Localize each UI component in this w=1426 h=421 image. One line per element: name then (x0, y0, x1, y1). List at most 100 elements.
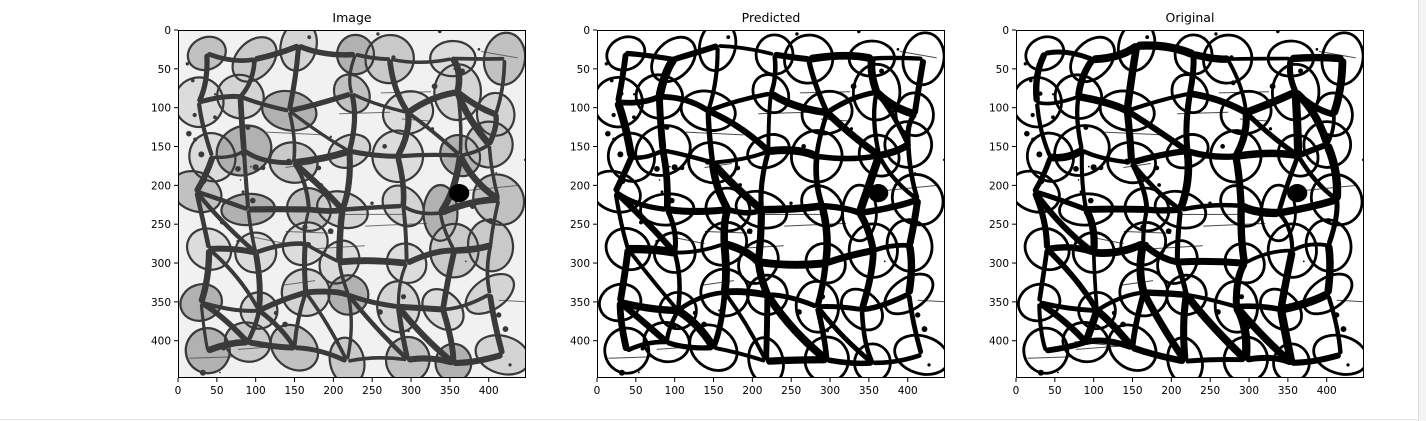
grain-boundary (401, 206, 409, 262)
grain-boundary (1290, 352, 1341, 366)
scratch (1318, 50, 1356, 59)
grain-boundary (1034, 192, 1094, 254)
grain-boundary (905, 243, 916, 295)
grain-boundary (301, 243, 309, 293)
axes-frame (597, 30, 945, 378)
grain-outline (327, 274, 370, 316)
scratch (704, 231, 753, 234)
grain-boundary (1036, 95, 1078, 106)
grain-boundary (198, 93, 242, 105)
grain-boundary (1191, 51, 1231, 63)
y-tick-label: 350 (570, 297, 590, 309)
grain-boundary (441, 309, 457, 364)
grain-boundary (347, 93, 358, 151)
y-tick-label: 400 (989, 336, 1009, 348)
scratch (480, 50, 518, 59)
speck (487, 218, 493, 224)
grain-outline (1270, 62, 1321, 122)
grain-outline (1053, 124, 1111, 177)
speck (235, 166, 241, 172)
grain-outline (883, 120, 934, 169)
grain-boundary (710, 160, 763, 212)
grain-boundary (338, 257, 407, 267)
grain-boundary (1297, 156, 1337, 201)
speck (849, 127, 854, 131)
speck (1229, 55, 1234, 60)
speck (508, 363, 512, 367)
speck (319, 183, 323, 187)
speck (453, 68, 456, 70)
grain-outline (658, 290, 698, 331)
grain-boundary (194, 192, 211, 249)
y-tick-label: 0 (583, 25, 590, 37)
scratch (758, 111, 810, 115)
speck (305, 241, 312, 248)
speck (1090, 164, 1097, 171)
grain-boundary (1330, 57, 1347, 116)
grain-outline (853, 342, 892, 378)
x-tick-label: 0 (1013, 385, 1020, 397)
grain-boundary (859, 310, 874, 364)
grain-boundary (666, 206, 729, 215)
speck (1291, 68, 1294, 70)
speck (609, 78, 614, 83)
grain-region (328, 336, 366, 378)
pore (1287, 184, 1308, 203)
grain-boundary (673, 252, 682, 310)
speck (1083, 125, 1089, 130)
grain-boundary (1047, 249, 1098, 311)
y-tick-label: 200 (151, 180, 171, 192)
speck (1028, 78, 1033, 83)
micrograph-image (178, 30, 526, 378)
grain-boundary (1046, 244, 1095, 255)
scratch (1336, 299, 1364, 303)
grain-boundary (1141, 291, 1186, 361)
grain-boundary (758, 151, 771, 210)
speck (701, 321, 707, 328)
x-tick-label: 100 (246, 385, 266, 397)
speck (617, 151, 624, 158)
grain-boundary (613, 155, 634, 193)
panel-title-original: Original (1166, 10, 1215, 25)
grain-outline (847, 39, 896, 78)
grain-outline (281, 221, 329, 267)
speck (1215, 309, 1221, 315)
grain-boundary (826, 111, 881, 158)
speck (464, 260, 467, 263)
scratch (1120, 280, 1154, 286)
speck (1073, 166, 1079, 172)
grain-outline (1222, 335, 1269, 378)
x-tick-label: 200 (742, 385, 762, 397)
grain-outline (1304, 218, 1353, 273)
grain-outline (188, 132, 237, 183)
grain-boundary (348, 295, 407, 359)
x-tick-label: 100 (665, 385, 685, 397)
grain-boundary (1037, 248, 1050, 302)
speck (655, 239, 658, 243)
grain-boundary (294, 345, 347, 363)
speck (726, 35, 731, 40)
grain-boundary (1181, 202, 1241, 212)
grain-boundary (207, 52, 255, 63)
speck (213, 115, 217, 120)
grain-boundary (755, 208, 766, 264)
grain-outline (1219, 184, 1264, 228)
grain-boundary (867, 56, 880, 95)
grain-outline (901, 31, 945, 87)
speck (668, 165, 671, 168)
speck (927, 363, 931, 367)
speck (746, 228, 753, 234)
grain-outline (885, 218, 934, 273)
grain-boundary (1144, 206, 1182, 214)
grain-region (220, 193, 277, 226)
speck (658, 334, 662, 338)
speck (1051, 93, 1055, 96)
x-tick-label: 50 (1048, 385, 1061, 397)
grain-boundary (1083, 207, 1098, 254)
speck (658, 179, 661, 181)
grain-outline (890, 173, 945, 227)
speck (1090, 325, 1096, 330)
grain-boundary (1324, 143, 1342, 202)
vertical-scrollbar[interactable] (1418, 0, 1426, 421)
grain-boundary (817, 307, 872, 363)
